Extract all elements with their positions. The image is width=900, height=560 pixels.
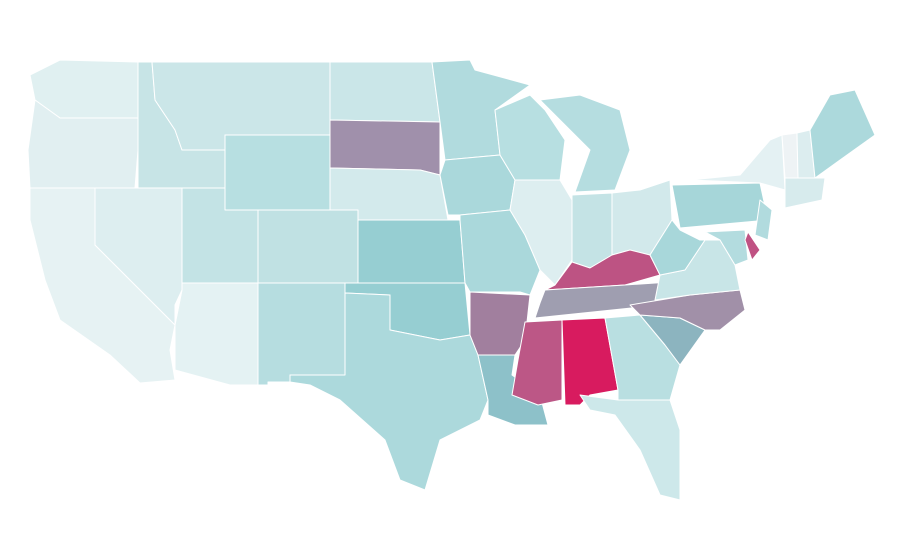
state-region (744, 231, 761, 261)
state-region (257, 282, 346, 386)
state-region (649, 219, 706, 276)
state-region (781, 132, 799, 179)
state-region (579, 394, 681, 501)
state-region (357, 219, 466, 284)
state-region (329, 119, 441, 176)
state-region (544, 249, 661, 291)
state-region (439, 154, 516, 216)
state-region (754, 199, 773, 241)
state-region (539, 94, 631, 193)
state-region (809, 89, 876, 179)
state-region (494, 94, 566, 181)
state-region (571, 192, 613, 269)
state-region (257, 209, 359, 284)
state-region (671, 182, 769, 229)
state-region (174, 282, 259, 386)
state-region (704, 229, 749, 266)
state-region (329, 61, 441, 123)
state-region (224, 134, 331, 211)
state-region (689, 134, 786, 191)
state-region (784, 177, 826, 209)
state-region (289, 292, 489, 491)
